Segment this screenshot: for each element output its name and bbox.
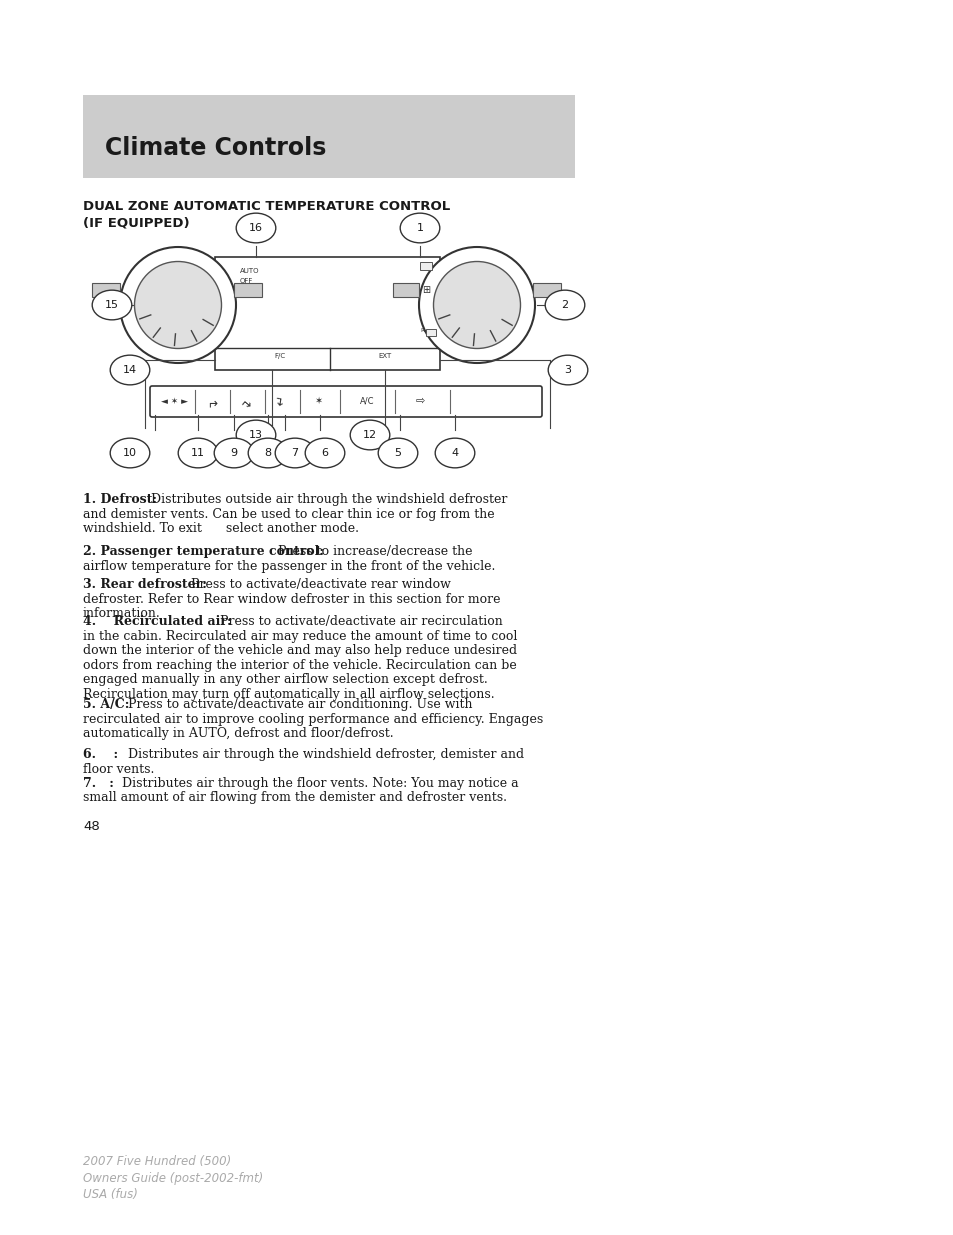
Ellipse shape xyxy=(544,290,584,320)
Text: R: R xyxy=(419,327,424,332)
Ellipse shape xyxy=(548,356,587,385)
Text: 12: 12 xyxy=(362,430,376,440)
Text: Press to activate/deactivate air conditioning. Use with: Press to activate/deactivate air conditi… xyxy=(124,698,472,711)
Text: AUTO: AUTO xyxy=(240,268,259,274)
Text: ⊞: ⊞ xyxy=(421,285,430,295)
Text: information.: information. xyxy=(83,606,161,620)
Text: 8: 8 xyxy=(264,448,272,458)
Text: ◄ ✶ ►: ◄ ✶ ► xyxy=(161,396,189,405)
Text: 48: 48 xyxy=(83,820,100,832)
Circle shape xyxy=(418,247,535,363)
Text: 13: 13 xyxy=(249,430,263,440)
Ellipse shape xyxy=(236,214,275,243)
Ellipse shape xyxy=(305,438,344,468)
Text: ↵: ↵ xyxy=(274,395,289,408)
Text: 5: 5 xyxy=(395,448,401,458)
Ellipse shape xyxy=(178,438,217,468)
Ellipse shape xyxy=(92,290,132,320)
Text: Owners Guide (post-2002-fmt): Owners Guide (post-2002-fmt) xyxy=(83,1172,263,1186)
Text: 2. Passenger temperature control:: 2. Passenger temperature control: xyxy=(83,545,324,558)
Text: airflow temperature for the passenger in the front of the vehicle.: airflow temperature for the passenger in… xyxy=(83,559,495,573)
Text: 2007 Five Hundred (500): 2007 Five Hundred (500) xyxy=(83,1155,231,1168)
Text: Press to activate/deactivate air recirculation: Press to activate/deactivate air recircu… xyxy=(216,615,502,629)
Ellipse shape xyxy=(435,438,475,468)
Text: 3: 3 xyxy=(564,366,571,375)
Ellipse shape xyxy=(274,438,314,468)
Text: down the interior of the vehicle and may also help reduce undesired: down the interior of the vehicle and may… xyxy=(83,643,517,657)
Bar xyxy=(214,257,439,370)
Text: 4: 4 xyxy=(451,448,458,458)
Text: F/C: F/C xyxy=(274,353,285,359)
Text: Recirculation may turn off automatically in all airflow selections.: Recirculation may turn off automatically… xyxy=(83,688,494,700)
Text: Climate Controls: Climate Controls xyxy=(105,136,326,161)
Text: (IF EQUIPPED): (IF EQUIPPED) xyxy=(83,216,190,228)
Bar xyxy=(83,95,575,178)
Text: DUAL ZONE AUTOMATIC TEMPERATURE CONTROL: DUAL ZONE AUTOMATIC TEMPERATURE CONTROL xyxy=(83,200,450,212)
Text: 10: 10 xyxy=(123,448,137,458)
Text: 15: 15 xyxy=(105,300,119,310)
Text: automatically in AUTO, defrost and floor/defrost.: automatically in AUTO, defrost and floor… xyxy=(83,727,394,740)
Bar xyxy=(91,283,120,296)
Text: 6.    :: 6. : xyxy=(83,748,118,761)
FancyBboxPatch shape xyxy=(150,387,541,417)
Text: EXT: EXT xyxy=(378,353,392,359)
Text: defroster. Refer to Rear window defroster in this section for more: defroster. Refer to Rear window defroste… xyxy=(83,593,500,605)
Text: recirculated air to improve cooling performance and efficiency. Engages: recirculated air to improve cooling perf… xyxy=(83,713,542,725)
Text: 6: 6 xyxy=(321,448,328,458)
Text: small amount of air flowing from the demister and defroster vents.: small amount of air flowing from the dem… xyxy=(83,792,506,804)
Text: Distributes air through the floor vents. Note: You may notice a: Distributes air through the floor vents.… xyxy=(117,777,517,790)
Text: 4.    Recirculated air:: 4. Recirculated air: xyxy=(83,615,232,629)
Text: 1: 1 xyxy=(416,224,423,233)
Text: 2: 2 xyxy=(561,300,568,310)
Text: Distributes air through the windshield defroster, demister and: Distributes air through the windshield d… xyxy=(124,748,523,761)
Text: ⇨: ⇨ xyxy=(415,396,424,406)
Text: Press to increase/decrease the: Press to increase/decrease the xyxy=(274,545,473,558)
Bar xyxy=(233,283,262,296)
Text: 16: 16 xyxy=(249,224,263,233)
Text: 11: 11 xyxy=(191,448,205,458)
Text: 14: 14 xyxy=(123,366,137,375)
Text: ✶: ✶ xyxy=(314,396,322,406)
Text: 9: 9 xyxy=(231,448,237,458)
Text: 1. Defrost:: 1. Defrost: xyxy=(83,493,157,506)
Text: engaged manually in any other airflow selection except defrost.: engaged manually in any other airflow se… xyxy=(83,673,487,685)
Bar xyxy=(393,283,418,296)
Text: and demister vents. Can be used to clear thin ice or fog from the: and demister vents. Can be used to clear… xyxy=(83,508,494,520)
Bar xyxy=(533,283,560,296)
Ellipse shape xyxy=(111,356,150,385)
Text: in the cabin. Recirculated air may reduce the amount of time to cool: in the cabin. Recirculated air may reduc… xyxy=(83,630,517,642)
Text: odors from reaching the interior of the vehicle. Recirculation can be: odors from reaching the interior of the … xyxy=(83,658,517,672)
Text: 3. Rear defroster:: 3. Rear defroster: xyxy=(83,578,207,592)
Bar xyxy=(426,329,436,336)
Ellipse shape xyxy=(214,438,253,468)
Text: 7.   :: 7. : xyxy=(83,777,113,790)
Text: 7: 7 xyxy=(291,448,298,458)
Text: A/C: A/C xyxy=(359,396,374,405)
Ellipse shape xyxy=(236,420,275,450)
Text: Distributes outside air through the windshield defroster: Distributes outside air through the wind… xyxy=(147,493,507,506)
Text: 5. A/C:: 5. A/C: xyxy=(83,698,130,711)
Circle shape xyxy=(134,262,221,348)
Text: Press to activate/deactivate rear window: Press to activate/deactivate rear window xyxy=(187,578,451,592)
Circle shape xyxy=(120,247,235,363)
Ellipse shape xyxy=(350,420,390,450)
Ellipse shape xyxy=(111,438,150,468)
Ellipse shape xyxy=(399,214,439,243)
Text: windshield. To exit      select another mode.: windshield. To exit select another mode. xyxy=(83,522,358,535)
Circle shape xyxy=(433,262,520,348)
Ellipse shape xyxy=(377,438,417,468)
Text: floor vents.: floor vents. xyxy=(83,762,154,776)
Text: USA (fus): USA (fus) xyxy=(83,1188,138,1200)
Bar xyxy=(419,262,432,270)
Text: OFF: OFF xyxy=(240,278,253,284)
Text: ↵: ↵ xyxy=(207,394,217,408)
Text: ↵: ↵ xyxy=(238,393,255,409)
Ellipse shape xyxy=(248,438,288,468)
